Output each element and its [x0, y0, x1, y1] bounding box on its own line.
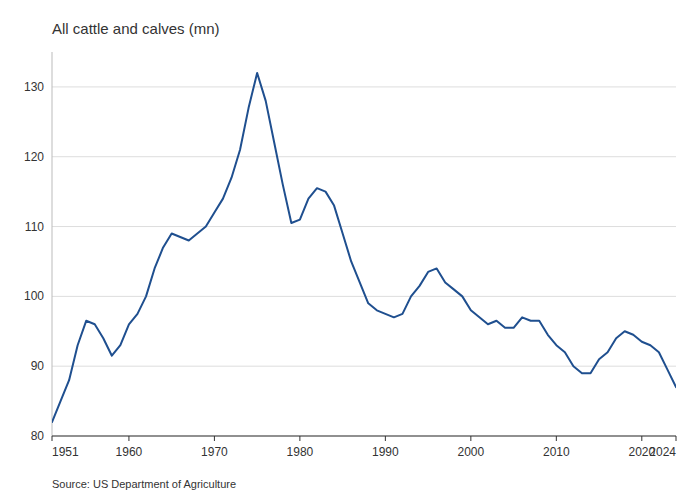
y-tick-label: 90 — [31, 359, 45, 373]
chart: All cattle and calves (mn) 80 90 100 110 120 1… — [0, 0, 700, 500]
plot-area — [52, 73, 676, 422]
x-tick — [470, 436, 471, 441]
y-tick-label: 130 — [24, 80, 44, 94]
source-note: Source: US Department of Agriculture — [52, 478, 236, 490]
x-tick — [52, 436, 53, 441]
grid-line — [52, 366, 676, 367]
x-tick-label: 1970 — [201, 445, 228, 459]
x-tick-label: 1951 — [52, 445, 79, 459]
x-tick — [214, 436, 215, 441]
y-tick-label: 110 — [25, 220, 44, 234]
grid-line — [52, 436, 676, 437]
x-tick-label: 2024 — [649, 445, 676, 459]
y-axis-line — [52, 52, 53, 436]
y-tick-label: 100 — [24, 289, 44, 303]
line — [52, 73, 676, 422]
x-tick — [385, 436, 386, 441]
x-tick-label: 1980 — [287, 445, 314, 459]
x-tick — [556, 436, 557, 441]
title: All cattle and calves (mn) — [52, 20, 220, 37]
grid-line — [52, 156, 676, 157]
x-tick-label: 1990 — [372, 445, 399, 459]
x-tick — [641, 436, 642, 441]
y-tick-label: 80 — [31, 429, 45, 443]
x-tick — [128, 436, 129, 441]
y-grid — [52, 87, 676, 436]
x-tick — [299, 436, 300, 441]
x-tick — [676, 436, 677, 441]
x-axis-line — [52, 436, 676, 437]
x-tick-label: 2000 — [457, 445, 484, 459]
grid-line — [52, 86, 676, 87]
x-tick-label: 1960 — [116, 445, 143, 459]
x-tick-label: 2010 — [543, 445, 570, 459]
grid-line — [52, 226, 676, 227]
y-tick-label: 120 — [24, 150, 44, 164]
